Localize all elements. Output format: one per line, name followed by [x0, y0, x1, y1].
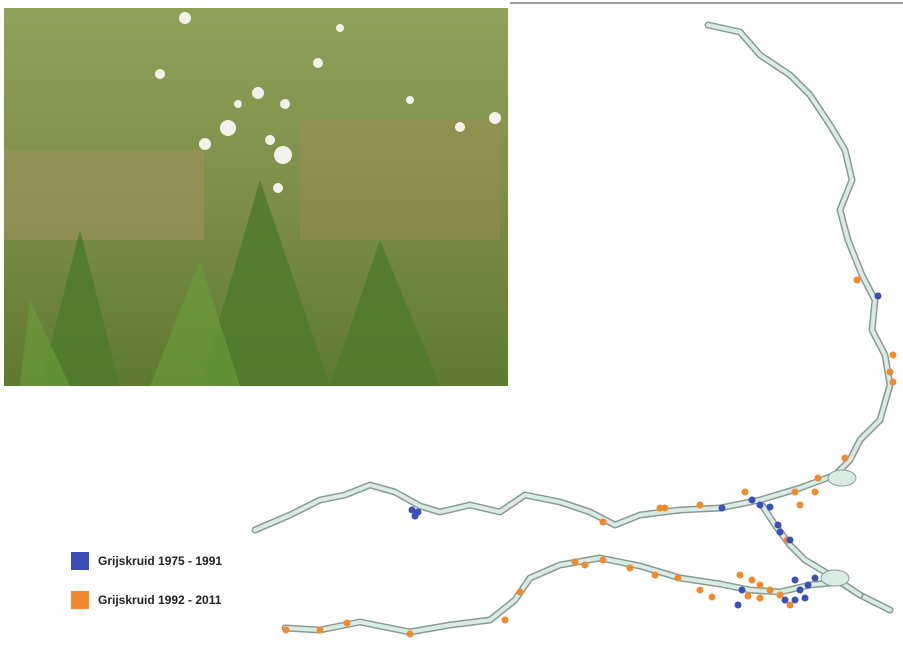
legend-label: Grijskruid 1992 - 2011 [98, 593, 222, 607]
occurrence-dot [749, 577, 756, 584]
occurrence-dot [317, 627, 324, 634]
occurrence-dot [757, 595, 764, 602]
occurrence-dot [775, 522, 782, 529]
legend-label: Grijskruid 1975 - 1991 [98, 554, 222, 568]
occurrence-dot [887, 369, 894, 376]
occurrence-dot [767, 504, 774, 511]
photo [4, 8, 508, 386]
occurrence-dot [812, 575, 819, 582]
occurrence-dot [805, 582, 812, 589]
occurrence-dot [675, 575, 682, 582]
legend-swatch [71, 552, 89, 570]
occurrence-dot [742, 489, 749, 496]
occurrence-dot [792, 577, 799, 584]
occurrence-dot [697, 502, 704, 509]
occurrence-dot [854, 277, 861, 284]
occurrence-dot [600, 557, 607, 564]
occurrence-dot [787, 537, 794, 544]
occurrence-dot [842, 455, 849, 462]
occurrence-dot [735, 602, 742, 609]
occurrence-dot [627, 565, 634, 572]
occurrence-dot [572, 559, 579, 566]
legend-swatch [71, 591, 89, 609]
occurrence-dot [697, 587, 704, 594]
occurrence-dot [719, 505, 726, 512]
occurrence-dot [409, 507, 416, 514]
occurrence-dot [787, 602, 794, 609]
occurrence-dot [890, 379, 897, 386]
occurrence-dot [890, 352, 897, 359]
occurrence-dot [407, 631, 414, 638]
occurrence-dot [749, 497, 756, 504]
occurrence-dot [344, 620, 351, 627]
occurrence-dot [757, 582, 764, 589]
occurrence-dot [582, 562, 589, 569]
occurrence-dot [802, 595, 809, 602]
occurrence-dot [600, 519, 607, 526]
occurrence-dot [792, 597, 799, 604]
occurrence-dot [652, 572, 659, 579]
occurrence-dot [815, 475, 822, 482]
occurrence-dot [777, 529, 784, 536]
occurrence-dot [657, 505, 664, 512]
occurrence-dot [812, 489, 819, 496]
occurrence-dot [875, 293, 882, 300]
occurrence-dot [792, 489, 799, 496]
occurrence-dot [502, 617, 509, 624]
occurrence-dot [745, 593, 752, 600]
occurrence-dot [777, 592, 784, 599]
occurrence-dot [782, 597, 789, 604]
occurrence-dot [283, 627, 290, 634]
occurrence-dot [709, 594, 716, 601]
occurrence-dot [797, 502, 804, 509]
legend: Grijskruid 1975 - 1991 Grijskruid 1992 -… [71, 552, 222, 609]
occurrence-dot [412, 513, 419, 520]
occurrence-dot [517, 589, 524, 596]
occurrence-dot [757, 502, 764, 509]
occurrence-dot [797, 587, 804, 594]
page: Grijskruid 1975 - 1991 Grijskruid 1992 -… [0, 0, 903, 651]
occurrence-dot [737, 572, 744, 579]
occurrence-dot [739, 587, 746, 594]
occurrence-dot [767, 587, 774, 594]
